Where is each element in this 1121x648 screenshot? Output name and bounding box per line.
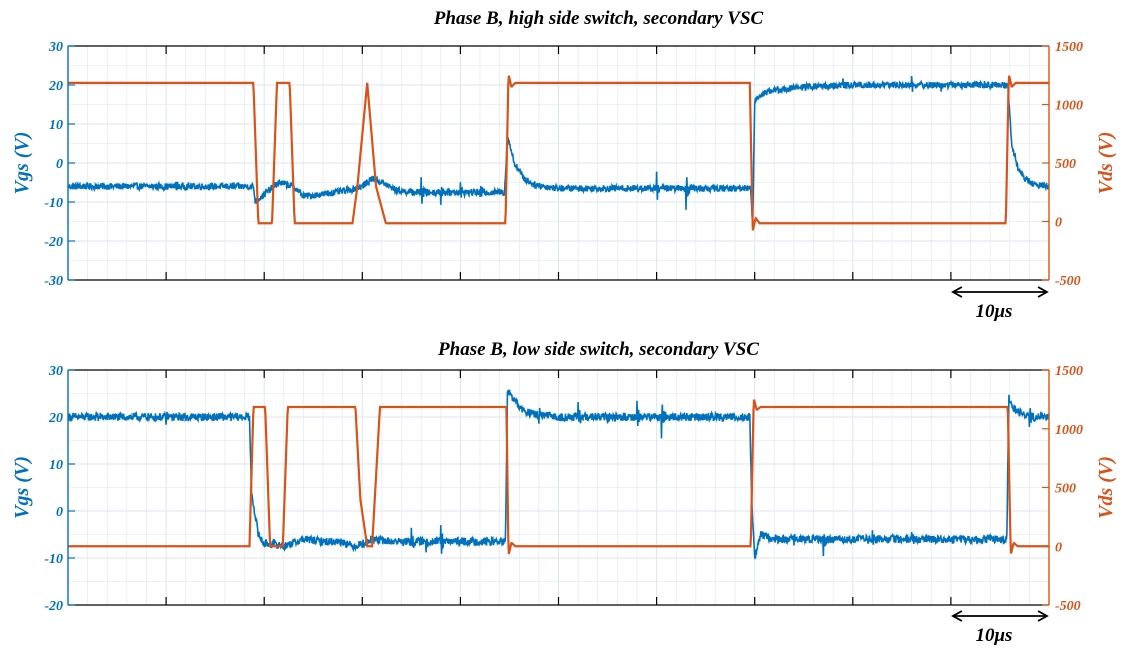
y-tick-label-right: 1000 <box>1055 423 1083 438</box>
grid <box>68 45 1049 281</box>
y-axis-label-left: Vgs (V) <box>11 456 33 519</box>
chart-title: Phase B, high side switch, secondary VSC <box>433 8 764 29</box>
y-tick-label-left: 10 <box>49 118 63 133</box>
chart-2: 30 20 10 0 -10 -20 1500 1000 500 0 -500 Vgs (V) Vds … <box>11 339 1117 646</box>
scale-bar: 10μs <box>951 286 1049 322</box>
scale-bar-label: 10μs <box>975 625 1012 646</box>
series-vds-line <box>68 399 1049 555</box>
series-vds-line <box>68 75 1049 231</box>
y-tick-label-right: 500 <box>1055 157 1076 172</box>
y-tick-label-left: -10 <box>44 196 63 211</box>
y-tick-label-left: 30 <box>48 364 63 379</box>
chart-title: Phase B, low side switch, secondary VSC <box>437 339 759 360</box>
scale-bar-label: 10μs <box>975 301 1012 322</box>
y-axis-label-right: Vds (V) <box>1095 132 1117 195</box>
y-tick-label-left: 10 <box>49 458 63 473</box>
scale-bar-arrow-left <box>951 610 963 622</box>
y-tick-label-right: 1000 <box>1055 99 1083 114</box>
grid <box>68 369 1049 606</box>
y-tick-label-left: 20 <box>48 79 63 94</box>
y-tick-label-right: -500 <box>1055 599 1081 614</box>
y-tick-label-left: -30 <box>44 274 63 289</box>
scale-bar: 10μs <box>951 610 1049 646</box>
scale-bar-arrow-left <box>951 286 963 298</box>
y-axis-label-left: Vgs (V) <box>11 132 33 195</box>
y-tick-label-left: -20 <box>44 235 63 250</box>
chart-1: 30 20 10 0 -10 -20 -30 1500 1000 500 0 -500 Vgs (V) V… <box>11 8 1117 322</box>
y-tick-label-left: 0 <box>56 505 63 520</box>
y-tick-label-right: 0 <box>1055 216 1062 231</box>
y-tick-label-left: 20 <box>48 411 63 426</box>
y-tick-label-left: 30 <box>48 40 63 55</box>
y-tick-label-right: -500 <box>1055 274 1081 289</box>
y-tick-label-right: 1500 <box>1055 364 1083 379</box>
y-tick-label-right: 500 <box>1055 482 1076 497</box>
scale-bar-arrow-right <box>1037 610 1049 622</box>
y-tick-label-left: -10 <box>44 552 63 567</box>
y-tick-label-right: 1500 <box>1055 40 1083 55</box>
scale-bar-arrow-right <box>1037 286 1049 298</box>
series-vgs-line <box>68 76 1049 227</box>
y-tick-label-right: 0 <box>1055 540 1062 555</box>
y-tick-label-left: 0 <box>56 157 63 172</box>
series-vgs-line <box>68 389 1049 560</box>
y-axis-label-right: Vds (V) <box>1095 456 1117 519</box>
y-tick-label-left: -20 <box>44 599 63 614</box>
